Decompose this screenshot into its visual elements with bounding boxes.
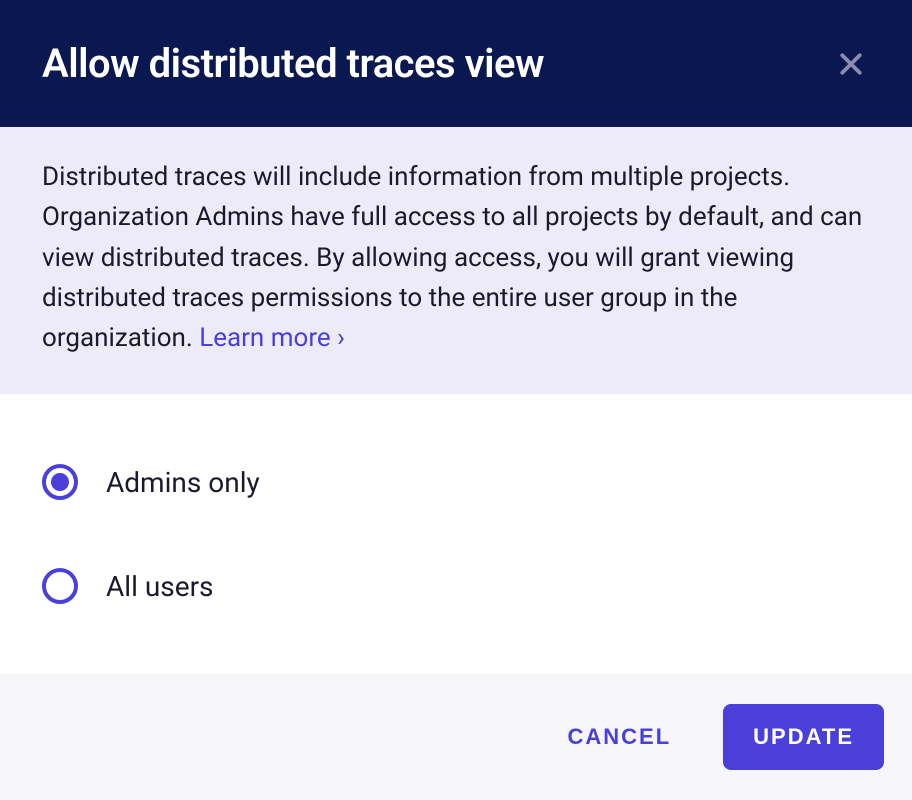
modal-description: Distributed traces will include informat… xyxy=(0,127,912,394)
modal-footer: CANCEL UPDATE xyxy=(0,674,912,800)
radio-options: Admins only All users xyxy=(0,394,912,674)
modal-header: Allow distributed traces view xyxy=(0,0,912,127)
learn-more-link[interactable]: Learn more › xyxy=(199,323,345,353)
radio-option-admins-only[interactable]: Admins only xyxy=(42,452,870,512)
radio-inner-dot xyxy=(51,473,69,491)
radio-label: All users xyxy=(106,570,214,603)
close-icon xyxy=(836,49,866,79)
cancel-button[interactable]: CANCEL xyxy=(560,712,680,762)
description-text: Distributed traces will include informat… xyxy=(42,162,862,353)
radio-icon xyxy=(42,464,78,500)
modal-title: Allow distributed traces view xyxy=(42,40,544,87)
modal-dialog: Allow distributed traces view Distribute… xyxy=(0,0,912,756)
update-button[interactable]: UPDATE xyxy=(723,704,884,770)
radio-option-all-users[interactable]: All users xyxy=(42,556,870,616)
radio-icon xyxy=(42,568,78,604)
radio-label: Admins only xyxy=(106,466,260,499)
close-button[interactable] xyxy=(832,45,870,83)
